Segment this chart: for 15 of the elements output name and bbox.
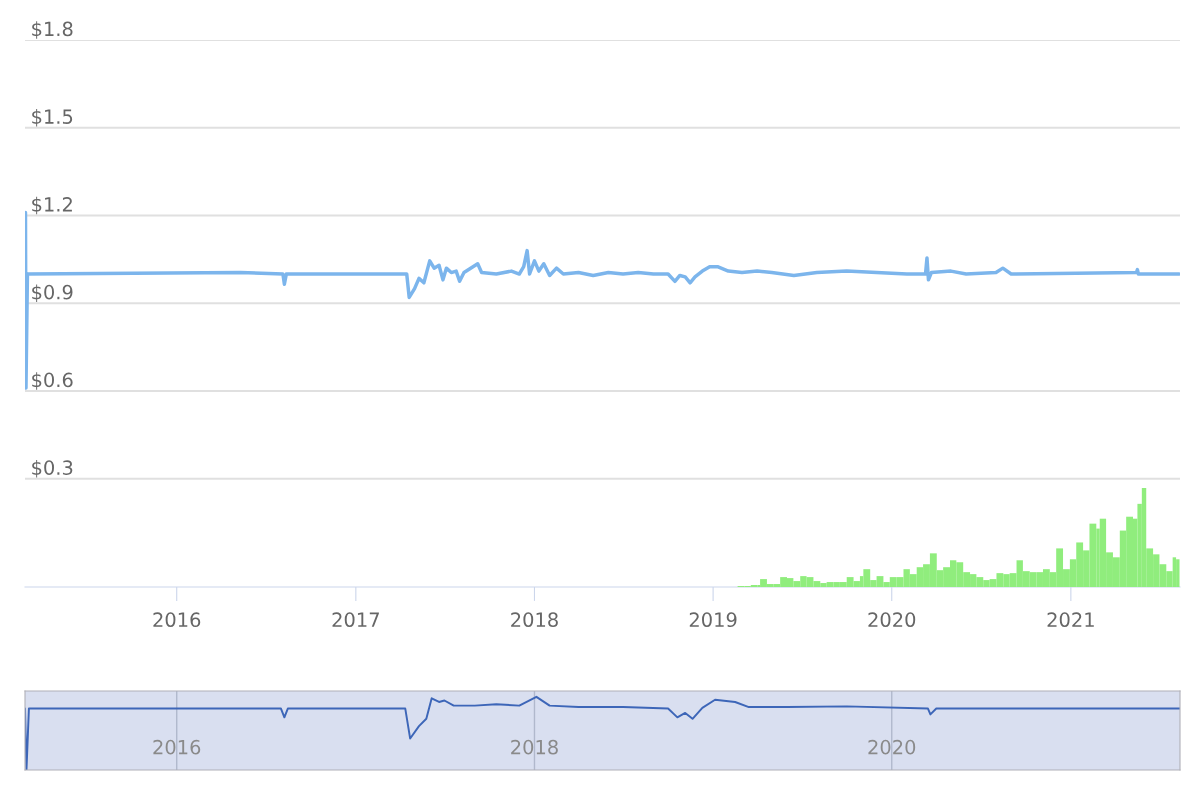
y-tick-label: $1.8 (32, 21, 73, 39)
y-tick-label: $0.9 (32, 284, 73, 303)
x-tick-label: 2018 (511, 739, 558, 755)
y-tick-label: $0.6 (32, 372, 73, 390)
x-tick-label: 2017 (332, 612, 379, 628)
x-tick-label: 2021 (1047, 612, 1094, 628)
x-tick-label: 2020 (868, 612, 916, 628)
x-tick-label: 2016 (153, 739, 201, 755)
y-tick-label: $1.2 (32, 196, 72, 215)
y-tick-label: $1.5 (32, 108, 73, 127)
x-tick-label: 2020 (868, 739, 916, 755)
x-tick-label: 2018 (511, 612, 558, 628)
x-tick-label: 2016 (153, 612, 201, 628)
x-tick-label: 2019 (689, 612, 737, 628)
y-tick-label: $0.3 (32, 459, 73, 478)
